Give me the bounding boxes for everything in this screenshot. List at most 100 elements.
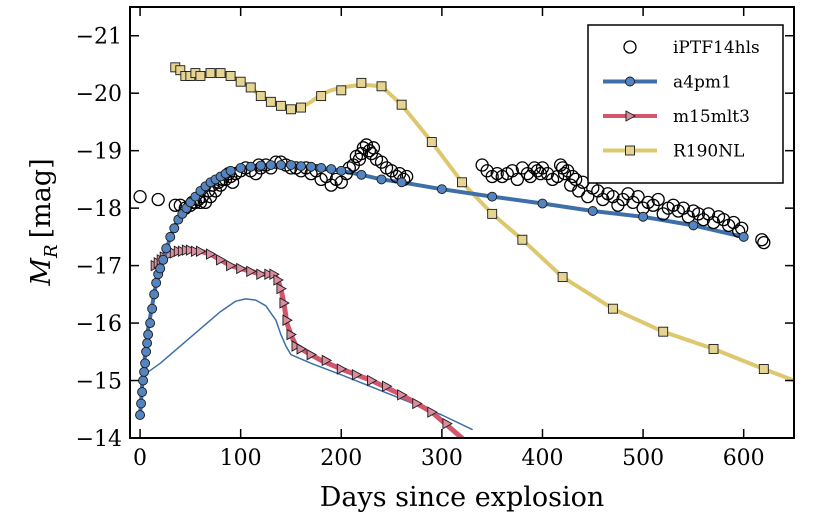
m15mlt3-point bbox=[382, 380, 393, 393]
legend-marker bbox=[625, 76, 635, 87]
m15mlt3-point bbox=[336, 363, 348, 375]
a4pm1-point bbox=[738, 231, 749, 242]
a4pm1-point bbox=[255, 160, 266, 171]
y-tick-label: −19 bbox=[76, 140, 122, 165]
r190nl-point bbox=[296, 102, 306, 113]
x-tick-label: 0 bbox=[133, 446, 147, 471]
a4pm1-point bbox=[147, 303, 158, 314]
a4pm1-point bbox=[587, 206, 598, 216]
legend-marker bbox=[625, 145, 635, 156]
r190nl-point bbox=[235, 76, 246, 87]
m15mlt3-point bbox=[442, 417, 453, 430]
y-axis-title-unit: [mag] bbox=[26, 158, 57, 238]
m15mlt3-point bbox=[276, 282, 287, 295]
m15mlt3-line bbox=[152, 247, 465, 438]
x-tick-label: 200 bbox=[320, 446, 362, 471]
m15mlt3-point bbox=[279, 297, 290, 309]
iptf14hls-point bbox=[533, 167, 548, 181]
legend-item: a4pm1 bbox=[603, 73, 732, 93]
a4pm1-point bbox=[275, 160, 286, 170]
a4pm1-point bbox=[161, 243, 172, 254]
iptf14hls-point bbox=[557, 167, 572, 181]
r190nl-point bbox=[356, 77, 367, 88]
axis-ticks: 0 100 200 300 400 500 600 −21 −20 −19 −18 −17 −16 −15… bbox=[76, 7, 794, 471]
m15mlt3-point bbox=[427, 406, 438, 418]
a4pm1-point bbox=[140, 358, 151, 369]
a4pm1-point bbox=[396, 177, 407, 188]
m15mlt3-point bbox=[206, 248, 217, 260]
m15mlt3-point bbox=[291, 340, 302, 352]
legend-item: m15mlt3 bbox=[603, 107, 750, 127]
r190nl-point bbox=[457, 177, 467, 188]
r190nl-point bbox=[426, 137, 437, 147]
m15mlt3-point bbox=[185, 244, 197, 256]
y-axis-title: MR [mag] bbox=[26, 158, 62, 286]
m15mlt3-point bbox=[195, 245, 207, 257]
r190nl-point bbox=[225, 71, 236, 81]
y-axis-title-main: M bbox=[26, 257, 57, 287]
svg-text:MR[mag]: MR [mag] bbox=[26, 158, 62, 286]
iptf14hls-point bbox=[757, 235, 771, 250]
y-tick-label: −15 bbox=[76, 370, 122, 395]
a4pm1-point bbox=[245, 161, 256, 172]
iptf14hls-point bbox=[225, 175, 240, 189]
legend-box bbox=[587, 24, 784, 184]
r190nl-point bbox=[487, 208, 498, 219]
a4pm1-point bbox=[138, 375, 149, 386]
r190nl-point bbox=[557, 272, 568, 283]
m15mlt3-point bbox=[236, 262, 247, 275]
r190nl-point bbox=[245, 82, 256, 93]
a4pm1-point bbox=[141, 346, 152, 357]
iptf14hls-point bbox=[566, 169, 580, 184]
legend-label: iPTF14hls bbox=[673, 38, 760, 58]
a4pm1-point bbox=[225, 165, 236, 176]
iptf14hls-point bbox=[133, 189, 147, 204]
a4pm1-point bbox=[336, 165, 347, 176]
a4pm1-point bbox=[316, 162, 327, 173]
a4pm1-point bbox=[139, 366, 150, 377]
m15mlt3-thin-line bbox=[139, 298, 473, 431]
a4pm1-point bbox=[487, 191, 498, 202]
a4pm1-point bbox=[149, 289, 160, 300]
m15mlt3-point bbox=[306, 348, 318, 361]
m15mlt3-point bbox=[190, 245, 202, 257]
r190nl-point bbox=[607, 303, 618, 314]
a4pm1-point bbox=[137, 387, 148, 397]
r190nl-point bbox=[376, 81, 387, 92]
a4pm1-point bbox=[296, 161, 306, 172]
iptf14hls-point bbox=[400, 169, 414, 184]
r190nl-point bbox=[215, 68, 226, 79]
m15mlt3-point bbox=[412, 397, 423, 410]
m15mlt3-point bbox=[226, 259, 237, 272]
r190nl-point bbox=[658, 326, 669, 337]
a4pm1-point bbox=[436, 184, 447, 195]
m15mlt3-point bbox=[397, 389, 408, 401]
legend-label: R190NL bbox=[673, 142, 744, 162]
a4pm1-point bbox=[688, 220, 699, 231]
legend-label: a4pm1 bbox=[673, 73, 732, 93]
legend-label: m15mlt3 bbox=[673, 107, 750, 127]
m15mlt3-point bbox=[273, 274, 284, 286]
legend-marker bbox=[625, 110, 636, 122]
a4pm1-point bbox=[145, 318, 156, 329]
iptf14hls-point bbox=[168, 198, 182, 212]
r190nl-point bbox=[708, 343, 719, 354]
m15mlt3-point bbox=[256, 268, 267, 280]
a4pm1-point bbox=[265, 160, 276, 170]
a4pm1-point bbox=[376, 174, 387, 185]
iptf14hls-point bbox=[732, 224, 746, 238]
a4pm1-point bbox=[169, 223, 180, 234]
iptf14hls-point bbox=[151, 192, 165, 207]
a4pm1-point bbox=[235, 162, 246, 173]
a4pm1-point bbox=[537, 198, 548, 209]
iptf14hls-point bbox=[389, 169, 404, 184]
legend-item: iPTF14hls bbox=[623, 38, 760, 58]
a4pm1-point bbox=[165, 231, 176, 242]
a4pm1-point bbox=[151, 277, 162, 288]
m15mlt3-point bbox=[296, 343, 307, 355]
r190nl-point bbox=[758, 364, 769, 374]
x-tick-label: 500 bbox=[622, 446, 664, 471]
x-axis-title: Days since explosion bbox=[320, 482, 605, 513]
a4pm1-point bbox=[356, 169, 367, 180]
